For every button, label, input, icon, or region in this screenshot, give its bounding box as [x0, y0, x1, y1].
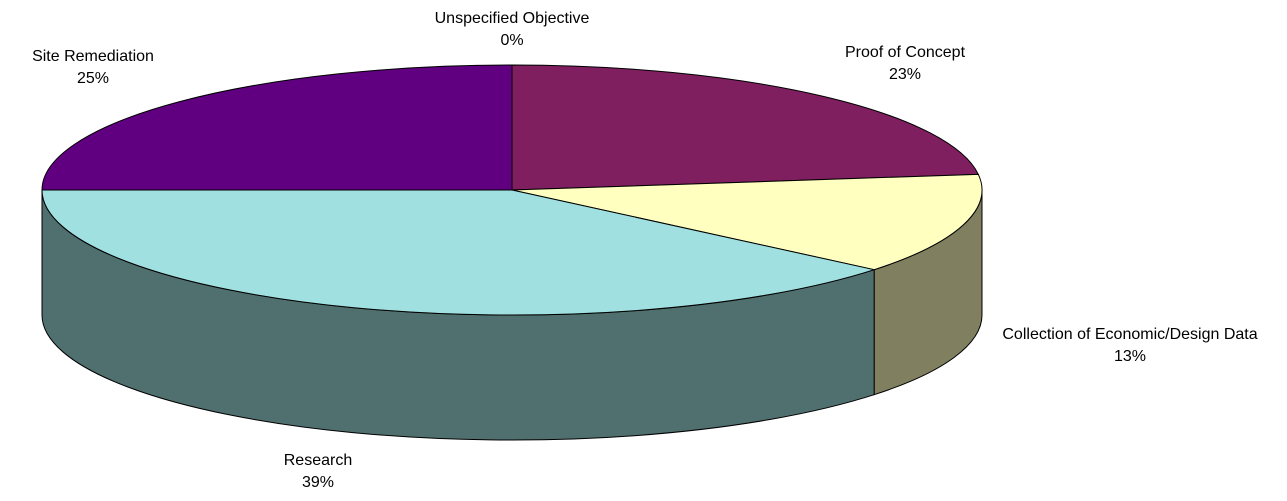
slice-value: 23% [888, 66, 922, 83]
slice-name: Research [283, 452, 353, 469]
slice-label: Research 39% [168, 450, 468, 494]
pie-slice [41, 64, 513, 191]
slice-name: Collection of Economic/Design Data [1002, 326, 1258, 343]
slice-label: Unspecified Objective 0% [362, 8, 662, 52]
slice-label: Site Remediation 25% [0, 46, 243, 90]
slice-label: Collection of Economic/Design Data 13% [980, 324, 1280, 368]
slice-label: Proof of Concept 23% [755, 42, 1055, 86]
slice-name: Site Remediation [32, 48, 154, 65]
pie-slice [511, 64, 980, 191]
slice-value: 0% [500, 32, 524, 49]
pie-slice [41, 189, 877, 316]
slice-name: Unspecified Objective [434, 10, 590, 27]
slice-name: Proof of Concept [844, 44, 966, 61]
slice-value: 13% [1113, 348, 1147, 365]
slice-value: 25% [76, 70, 110, 87]
slice-value: 39% [301, 474, 335, 491]
pie-slice [511, 173, 983, 271]
